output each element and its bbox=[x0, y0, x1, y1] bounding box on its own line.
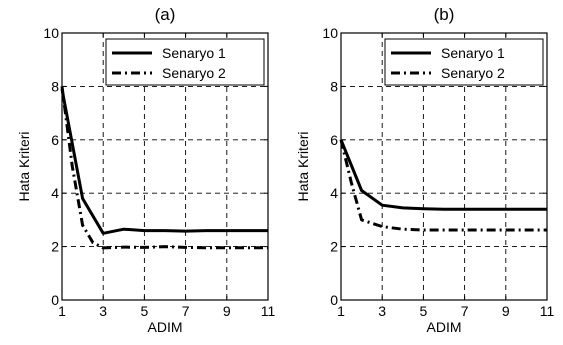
series-line-2 bbox=[60, 86, 268, 250]
y-tick-label: 8 bbox=[51, 78, 59, 94]
legend-label-2: Senaryo 2 bbox=[162, 65, 226, 81]
x-tick-label: 7 bbox=[461, 303, 469, 319]
y-tick-label: 6 bbox=[51, 132, 59, 148]
x-tick-label: 1 bbox=[58, 303, 66, 319]
chart-title: (a) bbox=[155, 5, 176, 24]
x-tick-label: 9 bbox=[502, 303, 510, 319]
y-tick-label: 8 bbox=[330, 78, 338, 94]
x-tick-label: 1 bbox=[337, 303, 345, 319]
legend-box bbox=[384, 38, 544, 86]
y-axis-label: Hata Kriteri bbox=[295, 131, 311, 201]
y-tick-label: 10 bbox=[322, 25, 338, 41]
legend-box bbox=[105, 38, 265, 86]
y-tick-label: 2 bbox=[51, 239, 59, 255]
y-tick-label: 0 bbox=[51, 292, 59, 308]
series-line-1 bbox=[339, 139, 547, 211]
x-tick-label: 5 bbox=[420, 303, 428, 319]
y-tick-label: 10 bbox=[43, 25, 59, 41]
y-tick-label: 4 bbox=[51, 185, 59, 201]
x-axis-label: ADIM bbox=[427, 319, 462, 335]
x-tick-label: 3 bbox=[99, 303, 107, 319]
y-axis-label: Hata Kriteri bbox=[16, 131, 32, 201]
x-tick-label: 3 bbox=[378, 303, 386, 319]
x-tick-label: 11 bbox=[261, 303, 276, 319]
legend-label-2: Senaryo 2 bbox=[441, 65, 505, 81]
plot-frame bbox=[340, 32, 548, 301]
y-tick-label: 6 bbox=[330, 132, 338, 148]
chart-a: 1 3 5 7 9 11 0 2 4 6 8 10 Senaryo 1 Senaryo 2 (a) ADIM H… bbox=[16, 5, 275, 335]
x-axis-label: ADIM bbox=[148, 319, 183, 335]
x-tick-label: 5 bbox=[141, 303, 149, 319]
legend-label-1: Senaryo 1 bbox=[162, 45, 226, 61]
x-tick-label: 7 bbox=[182, 303, 190, 319]
y-tick-label: 0 bbox=[330, 292, 338, 308]
x-tick-label: 9 bbox=[223, 303, 231, 319]
legend-label-1: Senaryo 1 bbox=[441, 45, 505, 61]
plot-frame bbox=[61, 32, 269, 301]
series-line-1 bbox=[60, 88, 268, 235]
y-tick-label: 2 bbox=[330, 239, 338, 255]
chart-b: 1 3 5 7 9 11 0 2 4 6 8 10 Senaryo 1 Senaryo 2 (b) ADIM H… bbox=[295, 5, 554, 335]
series-line-2 bbox=[339, 139, 547, 232]
y-tick-label: 4 bbox=[330, 185, 338, 201]
x-tick-label: 11 bbox=[540, 303, 555, 319]
chart-title: (b) bbox=[434, 5, 455, 24]
